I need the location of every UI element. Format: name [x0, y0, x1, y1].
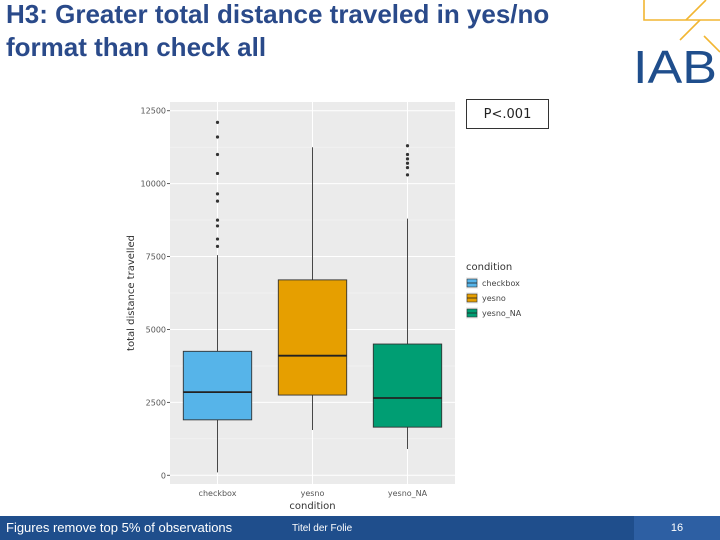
x-tick-labels: checkbox yesno yesno_NA [199, 489, 428, 498]
x-tick-label: yesno_NA [388, 489, 428, 498]
outlier-point [405, 144, 410, 148]
outlier-point [215, 120, 220, 125]
x-tick-label: yesno [301, 489, 325, 498]
box-checkbox [182, 120, 253, 473]
y-tick-label: 10000 [141, 180, 166, 189]
outlier-point [405, 152, 410, 157]
footer-note: Figures remove top 5% of observations [6, 520, 233, 535]
outlier-point [215, 244, 220, 248]
legend-label: yesno [482, 294, 506, 303]
outlier-point [215, 152, 220, 157]
boxes [182, 120, 443, 473]
outlier-point [405, 166, 410, 170]
legend-label: yesno_NA [482, 309, 522, 318]
legend-label: checkbox [482, 279, 520, 288]
slide-title: H3: Greater total distance traveled in y… [6, 0, 550, 62]
box-yesno [277, 147, 348, 431]
outlier-point [215, 237, 220, 241]
y-tick-label: 7500 [146, 253, 166, 262]
outlier-point [215, 199, 220, 203]
box-yesno_NA [372, 144, 443, 450]
y-tick-label: 5000 [146, 325, 166, 334]
outlier-point [405, 157, 410, 161]
outlier-point [215, 224, 220, 228]
logo-yellow-lines [643, 0, 720, 53]
outlier-point [215, 135, 220, 139]
y-tick-label: 0 [161, 471, 166, 480]
boxplot-chart: 0 2500 5000 7500 10000 12500 checkbox yesno yes… [126, 102, 522, 512]
footer-bar [0, 516, 720, 540]
x-axis-title: condition [289, 501, 335, 512]
outlier-point [405, 173, 410, 177]
legend-title: condition [466, 262, 512, 273]
iab-logo: IAB [633, 0, 720, 90]
y-tick-label: 12500 [141, 107, 166, 116]
outlier-point [215, 192, 220, 196]
footer-slide-title: Titel der Folie [292, 523, 353, 534]
y-axis-title: total distance travelled [126, 235, 137, 351]
x-tick-label: checkbox [199, 489, 237, 498]
outlier-point [215, 171, 220, 176]
iqr-box [182, 350, 253, 421]
outlier-point [215, 218, 220, 222]
iqr-box [372, 343, 443, 428]
iqr-box [277, 279, 348, 396]
p-value-box: P<.001 [466, 99, 549, 129]
page-number: 16 [634, 516, 720, 540]
logo-text: IAB [633, 41, 717, 90]
y-tick-label: 2500 [146, 398, 166, 407]
outlier-point [405, 161, 410, 165]
y-tick-labels: 0 2500 5000 7500 10000 12500 [141, 107, 170, 480]
legend: condition checkbox yesno yesno_NA [466, 262, 522, 319]
